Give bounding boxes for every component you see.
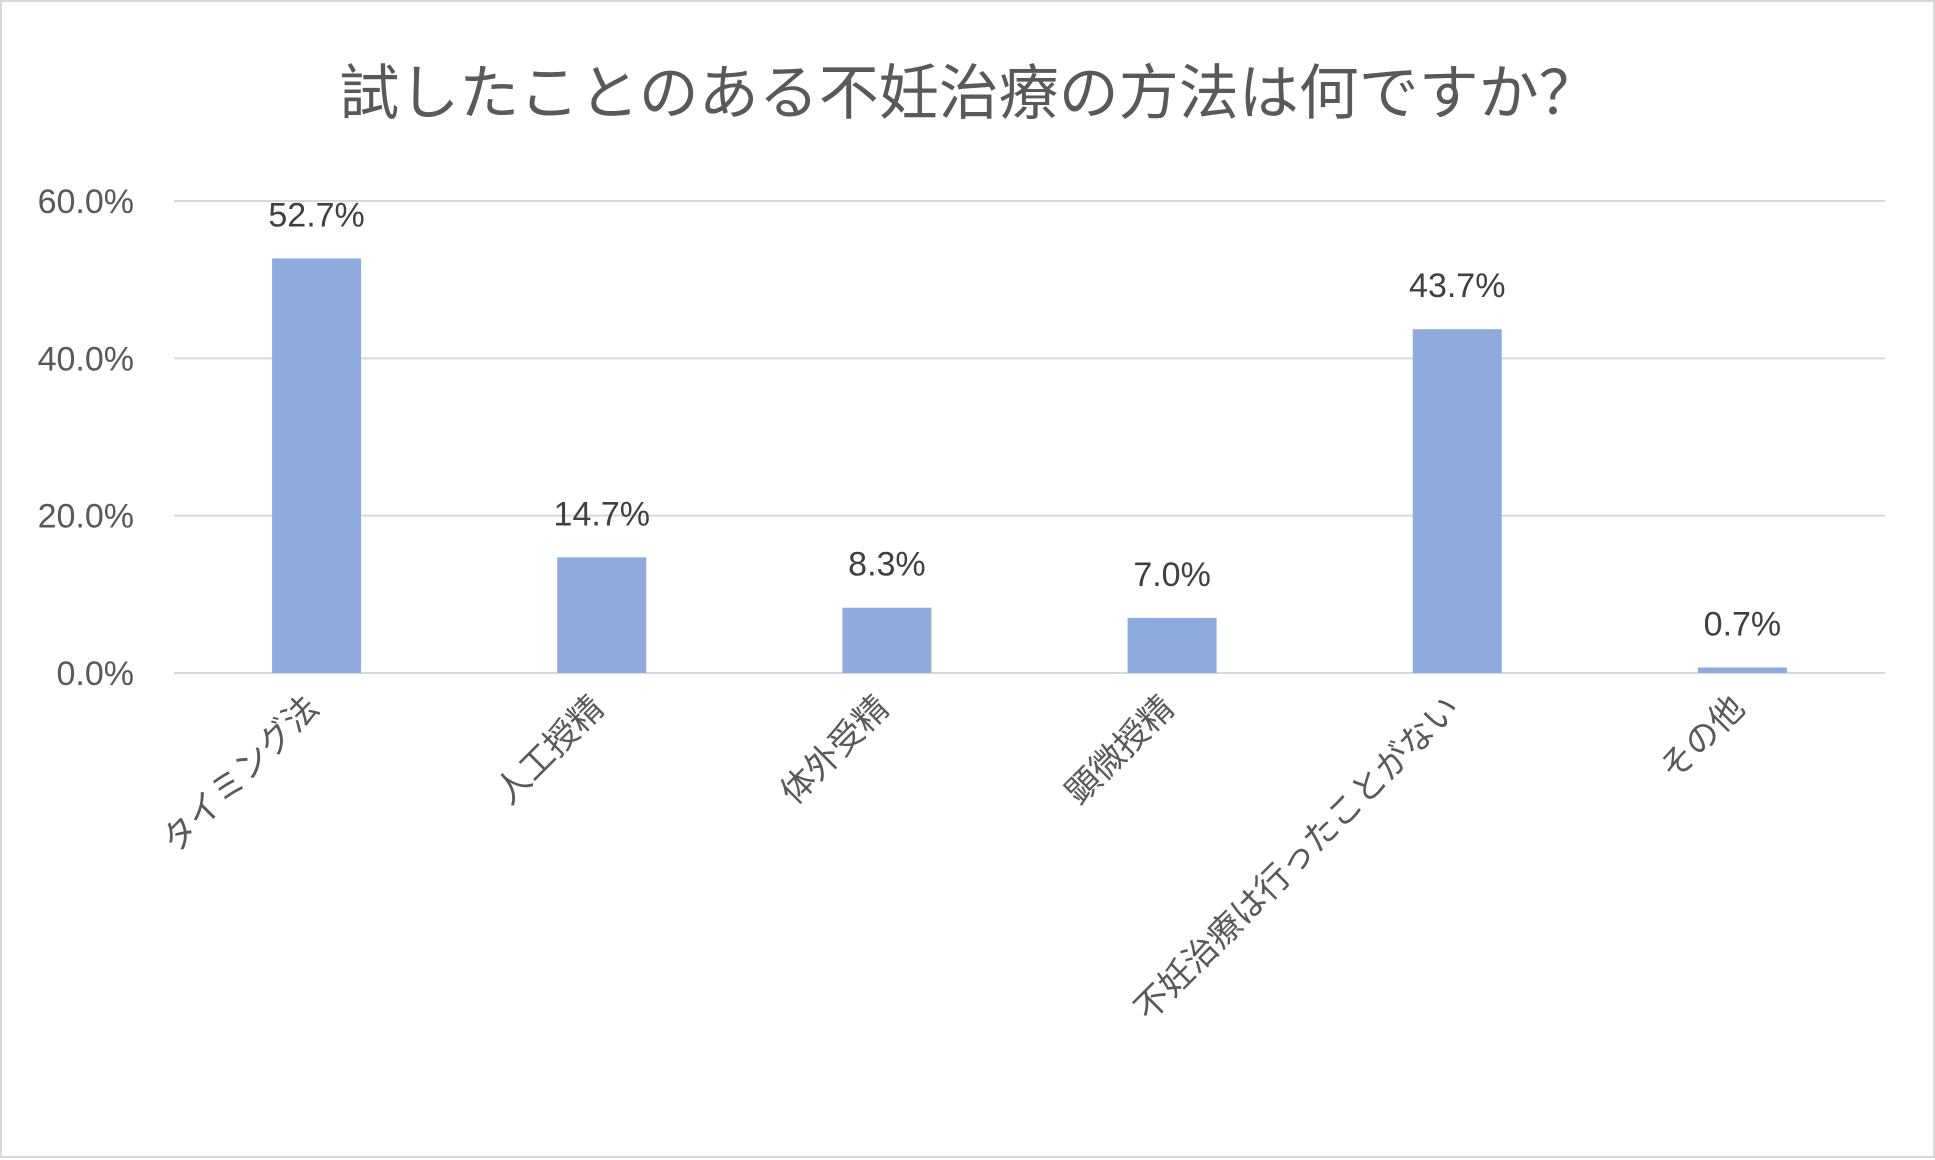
- bar: [272, 258, 362, 673]
- bar: [1412, 329, 1502, 673]
- x-tick-label: その他: [1652, 688, 1752, 788]
- bar: [557, 557, 647, 673]
- gridlines: [174, 200, 1885, 674]
- bar: [1697, 667, 1787, 673]
- y-tick-label: 0.0%: [57, 655, 135, 693]
- data-label: 7.0%: [1133, 556, 1211, 594]
- x-tick-label: 不妊治療は行ったことがない: [1127, 688, 1468, 1029]
- data-label: 0.7%: [1704, 605, 1782, 643]
- data-label: 14.7%: [554, 495, 650, 533]
- y-tick-label: 40.0%: [38, 340, 134, 378]
- chart-title: 試したことのある不妊治療の方法は何ですか？: [339, 59, 1598, 129]
- bars: [272, 258, 1787, 673]
- x-tick-label: 顕微授精: [1058, 688, 1182, 812]
- y-tick-label: 60.0%: [38, 183, 134, 221]
- x-tick-label: 体外受精: [773, 688, 897, 812]
- data-label: 8.3%: [848, 546, 926, 584]
- y-tick-label: 20.0%: [38, 498, 134, 536]
- y-axis-ticks: 0.0% 20.0% 40.0% 60.0%: [38, 183, 134, 693]
- x-tick-label: 人工授精: [488, 688, 612, 812]
- bar: [1127, 617, 1217, 673]
- data-label: 43.7%: [1409, 267, 1505, 305]
- x-tick-label: タイミング法: [154, 688, 327, 861]
- data-label: 52.7%: [268, 196, 364, 234]
- bar: [842, 607, 932, 673]
- data-labels: 52.7% 14.7% 8.3% 7.0% 43.7% 0.7%: [268, 196, 1781, 643]
